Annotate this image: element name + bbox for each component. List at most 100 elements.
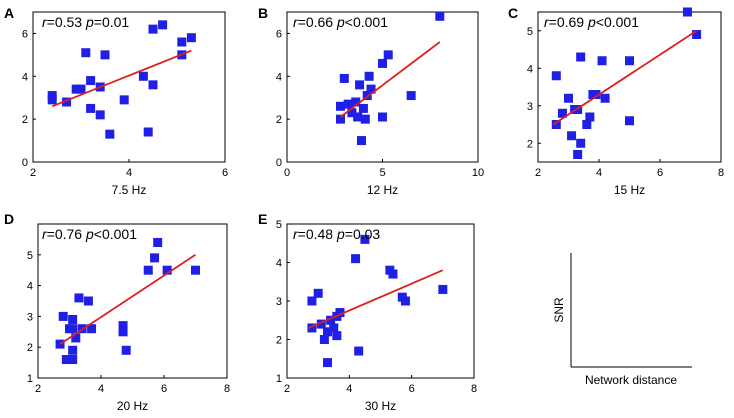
data-point	[576, 52, 586, 62]
y-tick-label: 1	[27, 373, 33, 385]
x-tick-label: 6	[657, 167, 663, 179]
y-tick-label: 2	[276, 335, 282, 347]
data-point	[351, 97, 361, 107]
data-point	[58, 311, 68, 321]
stats-annotation: r=0.69 p<0.001	[544, 14, 639, 30]
data-point	[74, 293, 84, 303]
data-point	[118, 321, 128, 331]
data-point	[138, 71, 148, 81]
data-point	[591, 90, 601, 99]
x-tick-label: 6	[409, 383, 415, 395]
data-point	[335, 308, 345, 318]
data-point	[356, 136, 366, 146]
schematic-x-label: Network distance	[585, 373, 677, 387]
x-tick-label: 8	[471, 383, 477, 395]
x-tick-label: 4	[98, 383, 104, 395]
data-point	[378, 112, 387, 122]
data-point	[438, 284, 448, 294]
data-point	[351, 254, 361, 264]
data-point	[307, 296, 317, 306]
panel-letter: D	[4, 211, 14, 227]
data-point	[567, 131, 577, 141]
data-point	[68, 324, 78, 334]
stats-annotation: r=0.53 p=0.01	[42, 14, 129, 30]
data-point	[87, 324, 97, 334]
x-tick-label: 2	[30, 167, 36, 179]
data-point	[551, 71, 561, 81]
data-point	[316, 319, 326, 329]
data-point	[355, 80, 365, 90]
data-point	[47, 95, 57, 105]
data-point	[625, 116, 634, 126]
x-axis-label: 20 Hz	[117, 399, 148, 413]
data-point	[335, 101, 345, 111]
y-tick-label: 4	[527, 63, 533, 75]
x-axis-label: 7.5 Hz	[112, 183, 147, 197]
y-tick-label: 1	[276, 373, 282, 385]
regression-line	[308, 269, 444, 329]
x-tick-label: 0	[284, 167, 290, 179]
data-point	[332, 331, 342, 341]
panel-letter: E	[258, 211, 267, 227]
data-point	[143, 127, 153, 137]
y-tick-label: 0	[276, 157, 282, 169]
data-point	[329, 323, 339, 333]
regression-line	[552, 29, 698, 126]
y-tick-label: 3	[276, 296, 282, 308]
x-tick-label: 4	[596, 167, 602, 179]
data-point	[323, 327, 333, 337]
data-point	[383, 50, 393, 60]
data-point	[435, 11, 445, 21]
y-tick-label: 2	[276, 114, 282, 126]
stats-annotation: r=0.48 p=0.03	[293, 226, 380, 242]
data-point	[105, 129, 115, 139]
data-point	[343, 99, 353, 109]
axes-box	[32, 11, 226, 163]
y-tick-label: 2	[27, 342, 33, 354]
data-point	[81, 48, 91, 58]
data-point	[354, 346, 364, 356]
x-tick-label: 4	[126, 167, 132, 179]
data-point	[400, 296, 410, 306]
y-tick-label: 6	[22, 28, 28, 40]
regression-line	[59, 254, 196, 345]
data-point	[100, 50, 110, 60]
panel-letter: A	[4, 5, 14, 21]
y-tick-label: 4	[22, 71, 28, 83]
data-point	[71, 333, 81, 343]
y-tick-label: 0	[22, 157, 28, 169]
data-point	[319, 335, 329, 344]
y-tick-label: 6	[276, 28, 282, 40]
data-point	[353, 112, 363, 122]
regression-line	[51, 49, 192, 108]
x-tick-label: 5	[379, 167, 385, 179]
stats-annotation: r=0.76 p<0.001	[42, 226, 137, 242]
y-tick-label: 5	[276, 219, 282, 231]
data-point	[153, 237, 163, 247]
data-point	[118, 327, 128, 337]
data-point	[162, 265, 172, 275]
data-point	[335, 114, 345, 124]
data-point	[86, 103, 96, 113]
data-point	[564, 93, 573, 103]
data-point	[150, 253, 160, 263]
y-tick-label: 2	[527, 138, 533, 150]
data-point	[191, 265, 200, 275]
data-point	[557, 108, 567, 118]
data-point	[597, 56, 607, 66]
stats-annotation: r=0.66 p<0.001	[293, 14, 388, 30]
data-point	[95, 110, 105, 120]
data-point	[406, 91, 416, 101]
data-point	[177, 37, 187, 47]
data-point	[364, 71, 374, 81]
data-point	[61, 355, 71, 365]
data-point	[68, 314, 78, 324]
data-point	[68, 345, 78, 355]
axes-box	[286, 11, 479, 163]
panel-c: 2 4 6 8 2 3 4 5 15 Hz Cr=0.69 p<0.001	[508, 5, 724, 197]
x-tick-label: 8	[718, 167, 724, 179]
axes-box	[537, 11, 722, 163]
